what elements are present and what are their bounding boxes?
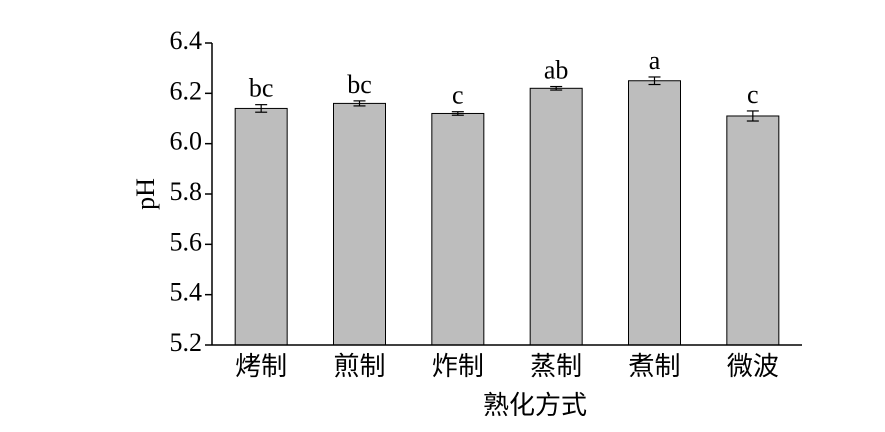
y-tick-label: 5.6 <box>170 227 203 256</box>
x-tick-label: 蒸制 <box>530 352 582 381</box>
bar <box>333 102 386 346</box>
significance-letter: ab <box>544 56 569 85</box>
error-bar <box>648 76 661 86</box>
y-tick-label: 6.0 <box>170 127 203 156</box>
bar <box>234 107 288 346</box>
x-tick-label: 煮制 <box>628 352 680 381</box>
x-tick-label: 煎制 <box>333 352 385 381</box>
x-axis-label: 熟化方式 <box>483 391 587 420</box>
error-bar <box>353 100 366 107</box>
bar <box>529 87 583 346</box>
y-axis-label: pH <box>131 178 160 210</box>
bar <box>726 115 780 346</box>
error-bar <box>255 104 268 113</box>
y-tick-label: 5.2 <box>170 328 203 357</box>
error-bar <box>746 110 759 122</box>
error-bar <box>550 85 563 91</box>
significance-letter: bc <box>249 74 274 103</box>
significance-letter: bc <box>347 70 372 99</box>
y-tick-label: 6.4 <box>170 26 203 55</box>
x-tick-label: 微波 <box>727 352 779 381</box>
bar <box>628 80 681 346</box>
y-tick-label: 5.8 <box>170 177 203 206</box>
bar <box>431 112 485 346</box>
significance-letter: c <box>452 81 464 110</box>
x-tick-label: 炸制 <box>432 352 484 381</box>
significance-letter: a <box>649 46 661 75</box>
y-tick-label: 5.4 <box>170 278 203 307</box>
significance-letter: c <box>747 80 759 109</box>
y-tick-label: 6.2 <box>170 76 203 105</box>
error-bar <box>451 111 464 116</box>
x-tick-label: 烤制 <box>235 352 287 381</box>
